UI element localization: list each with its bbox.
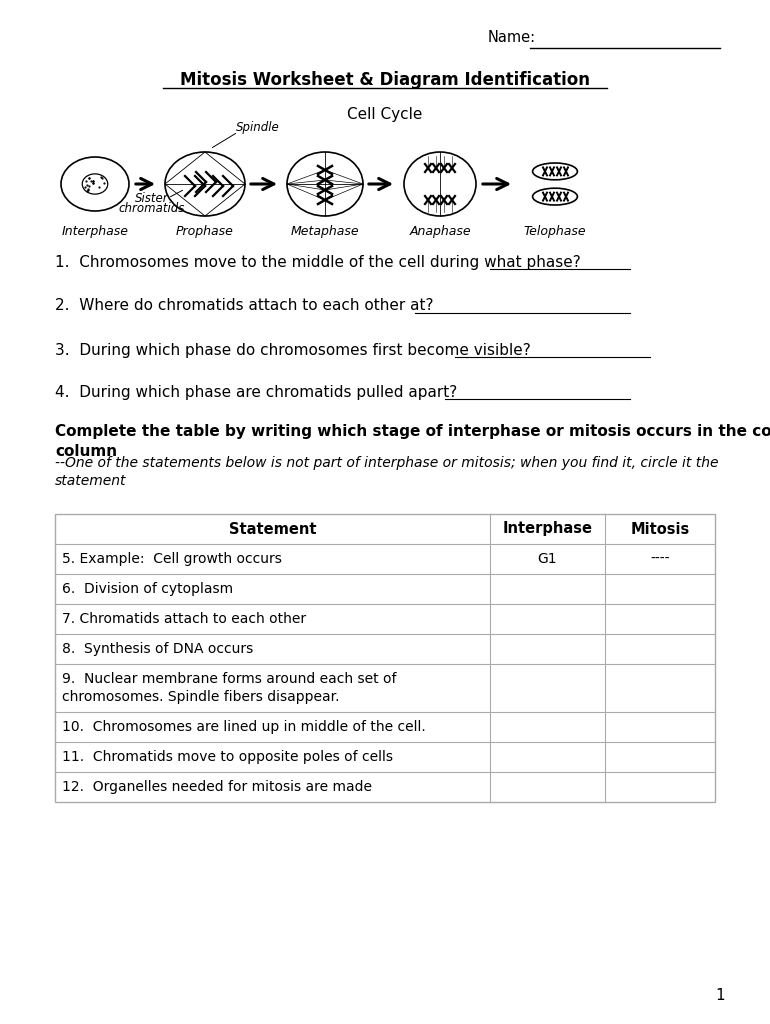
Text: 1.  Chromosomes move to the middle of the cell during what phase?: 1. Chromosomes move to the middle of the… bbox=[55, 255, 581, 269]
Text: Interphase: Interphase bbox=[503, 521, 592, 537]
Text: Spindle: Spindle bbox=[236, 122, 280, 134]
Text: --One of the statements below is not part of interphase or mitosis; when you fin: --One of the statements below is not par… bbox=[55, 456, 718, 488]
Text: Prophase: Prophase bbox=[176, 225, 234, 239]
Text: Complete the table by writing which stage of interphase or mitosis occurs in the: Complete the table by writing which stag… bbox=[55, 424, 770, 459]
Text: 2.  Where do chromatids attach to each other at?: 2. Where do chromatids attach to each ot… bbox=[55, 299, 434, 313]
Text: 11.  Chromatids move to opposite poles of cells: 11. Chromatids move to opposite poles of… bbox=[62, 750, 393, 764]
Bar bbox=[55, 514, 715, 802]
Text: Mitosis Worksheet & Diagram Identification: Mitosis Worksheet & Diagram Identificati… bbox=[180, 71, 590, 89]
Text: 4.  During which phase are chromatids pulled apart?: 4. During which phase are chromatids pul… bbox=[55, 384, 457, 399]
Text: ----: ---- bbox=[650, 552, 670, 566]
Text: Name:: Name: bbox=[488, 30, 536, 45]
Text: Mitosis: Mitosis bbox=[631, 521, 690, 537]
Text: Cell Cycle: Cell Cycle bbox=[347, 106, 423, 122]
Text: 1: 1 bbox=[715, 988, 725, 1004]
Text: 3.  During which phase do chromosomes first become visible?: 3. During which phase do chromosomes fir… bbox=[55, 342, 531, 357]
Text: Sister: Sister bbox=[136, 191, 169, 205]
Text: Statement: Statement bbox=[229, 521, 316, 537]
Text: 5. Example:  Cell growth occurs: 5. Example: Cell growth occurs bbox=[62, 552, 282, 566]
Text: 7. Chromatids attach to each other: 7. Chromatids attach to each other bbox=[62, 612, 306, 626]
Text: 8.  Synthesis of DNA occurs: 8. Synthesis of DNA occurs bbox=[62, 642, 253, 656]
Text: chromatids: chromatids bbox=[119, 202, 186, 214]
Text: 9.  Nuclear membrane forms around each set of
chromosomes. Spindle fibers disapp: 9. Nuclear membrane forms around each se… bbox=[62, 673, 397, 703]
Text: 12.  Organelles needed for mitosis are made: 12. Organelles needed for mitosis are ma… bbox=[62, 780, 372, 794]
Text: 10.  Chromosomes are lined up in middle of the cell.: 10. Chromosomes are lined up in middle o… bbox=[62, 720, 426, 734]
Text: Interphase: Interphase bbox=[62, 225, 129, 239]
Text: Metaphase: Metaphase bbox=[291, 225, 360, 239]
Text: Telophase: Telophase bbox=[524, 225, 586, 239]
Text: G1: G1 bbox=[537, 552, 557, 566]
Text: 6.  Division of cytoplasm: 6. Division of cytoplasm bbox=[62, 582, 233, 596]
Text: Anaphase: Anaphase bbox=[409, 225, 470, 239]
